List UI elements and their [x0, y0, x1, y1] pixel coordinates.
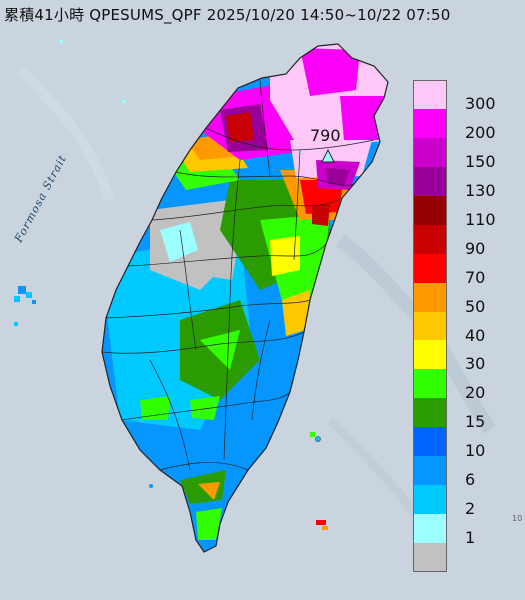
legend-swatch: [413, 80, 447, 109]
legend-swatch: [413, 340, 447, 370]
legend-swatch: [413, 398, 447, 428]
legend-label: 70: [465, 267, 486, 287]
legend-row: 150: [413, 137, 519, 171]
taiwan-coastline: [101, 43, 389, 553]
legend-label: 150: [465, 151, 496, 171]
legend-row: 90: [413, 224, 519, 258]
sea-echoes: [14, 40, 328, 530]
legend-row: 10: [413, 427, 519, 460]
islet: [149, 484, 153, 488]
legend-label: 20: [465, 383, 486, 403]
legend-row: 15: [413, 398, 519, 431]
map-title: 累積41小時 QPESUMS_QPF 2025/10/20 14:50~10/2…: [4, 6, 451, 24]
legend-label: 30: [465, 354, 486, 374]
legend-swatch: [413, 137, 447, 167]
legend-label: 15: [465, 412, 486, 432]
legend-label: 130: [465, 180, 496, 200]
peak-value-label: 790: [310, 126, 341, 145]
legend-swatch: [413, 253, 447, 283]
legend-row: 70: [413, 253, 519, 287]
edge-mark: 10: [512, 514, 523, 523]
legend-row: [413, 543, 519, 572]
legend-row: 1: [413, 514, 519, 547]
legend-swatch: [413, 456, 447, 486]
legend-row: 130: [413, 166, 519, 200]
legend-row: 40: [413, 311, 519, 345]
legend-label: 110: [465, 209, 496, 229]
legend-swatch: [413, 166, 447, 196]
legend-row: 20: [413, 369, 519, 402]
legend-row: 110: [413, 195, 519, 229]
legend-label: 10: [465, 441, 486, 461]
legend-row: 6: [413, 456, 519, 489]
legend-swatch: [413, 224, 447, 254]
legend-swatch: [413, 543, 447, 572]
legend-swatch: [413, 514, 447, 544]
legend-swatch: [413, 485, 447, 515]
legend-swatch: [413, 282, 447, 312]
legend-row: 300: [413, 80, 519, 113]
legend-row: 50: [413, 282, 519, 316]
legend-label: 90: [465, 238, 486, 258]
legend-label: 300: [465, 94, 496, 113]
admin-boundaries: [101, 79, 375, 471]
rainfall-legend: 300 200 150 130 110 90 70 50 40 30 20 15 10 6 2 1: [413, 80, 519, 572]
legend-swatch: [413, 108, 447, 138]
legend-row: 200: [413, 108, 519, 142]
legend-label: 6: [465, 470, 476, 490]
legend-label: 50: [465, 296, 486, 316]
islet: [315, 436, 321, 442]
legend-row: 2: [413, 485, 519, 518]
legend-swatch: [413, 195, 447, 225]
legend-label: 2: [465, 499, 476, 519]
legend-swatch: [413, 427, 447, 457]
legend-row: 30: [413, 340, 519, 373]
legend-swatch: [413, 311, 447, 341]
legend-swatch: [413, 369, 447, 399]
peak-marker-icon: [321, 148, 335, 163]
legend-label: 40: [465, 325, 486, 345]
legend-label: 1: [465, 528, 476, 548]
legend-label: 200: [465, 122, 496, 142]
